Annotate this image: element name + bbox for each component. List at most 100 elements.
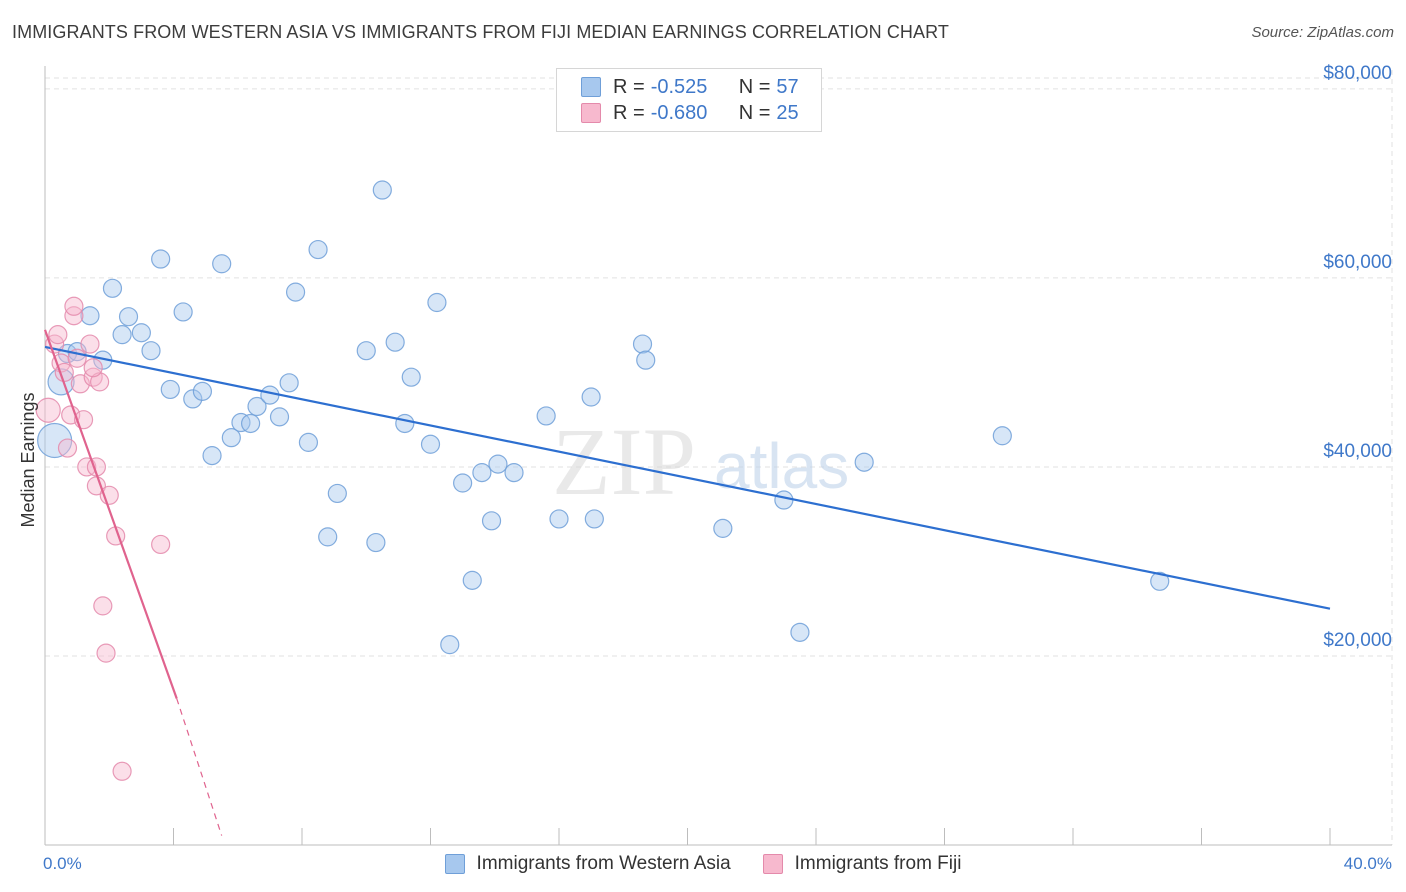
western-asia-point xyxy=(141,341,161,361)
fiji-point xyxy=(80,334,100,354)
western-asia-point xyxy=(247,396,267,417)
western-asia-point xyxy=(581,387,601,407)
stats-row-western-asia: R = -0.525 N = 57 xyxy=(557,74,821,100)
western-asia-point xyxy=(790,622,810,642)
western-asia-point xyxy=(385,332,405,352)
western-asia-point xyxy=(269,407,290,427)
watermark: ZIP atlas xyxy=(552,408,849,515)
western-asia-point xyxy=(183,389,203,409)
stats-swatch-fiji xyxy=(581,103,601,123)
stats-row-fiji: R = -0.680 N = 25 xyxy=(557,100,821,126)
stats-r-label: R = xyxy=(613,101,645,124)
x-tick-label-start: 0.0% xyxy=(43,854,82,873)
western-asia-point xyxy=(102,278,123,298)
fiji-point xyxy=(57,438,78,458)
stats-r-value: -0.525 xyxy=(650,75,708,98)
western-asia-point xyxy=(241,413,261,434)
western-asia-point xyxy=(420,434,441,454)
western-asia-point xyxy=(440,635,460,655)
western-asia-point xyxy=(504,463,524,483)
western-asia-point xyxy=(356,341,376,361)
fiji-point xyxy=(90,372,110,392)
fiji-point xyxy=(151,534,171,555)
y-tick-label: $60,000 xyxy=(1323,252,1392,273)
axes xyxy=(44,66,1392,846)
western-asia-point xyxy=(854,452,874,472)
western-asia-point xyxy=(202,446,222,466)
western-asia-point xyxy=(298,432,319,452)
western-asia-point xyxy=(472,463,492,483)
western-asia-point xyxy=(131,323,151,343)
fiji-trend-line xyxy=(43,329,178,699)
western-asia-point xyxy=(488,454,508,474)
western-asia-point xyxy=(366,532,386,553)
y-tick-label: $40,000 xyxy=(1323,441,1392,462)
watermark-zip: ZIP xyxy=(552,408,696,515)
stats-n-value: 25 xyxy=(776,101,799,124)
western-asia-point xyxy=(231,412,251,433)
western-asia-point xyxy=(151,249,171,269)
western-asia-point xyxy=(713,518,733,538)
western-asia-point xyxy=(536,406,556,426)
stats-n-label: N = xyxy=(738,75,771,98)
legend-swatch-western-asia xyxy=(444,854,465,874)
legend-item-fiji[interactable]: Immigrants from Fiji xyxy=(762,853,962,875)
western-asia-point xyxy=(584,509,604,529)
western-asia-point xyxy=(285,282,306,302)
legend-swatch-fiji xyxy=(762,854,783,874)
western-asia-point xyxy=(462,570,482,590)
legend-label-fiji: Immigrants from Fiji xyxy=(794,853,962,874)
stats-r-label: R = xyxy=(613,75,645,98)
western-asia-point xyxy=(327,483,347,504)
gridlines xyxy=(45,70,1393,845)
western-asia-point xyxy=(481,511,502,531)
fiji-point xyxy=(112,761,132,781)
western-asia-point xyxy=(118,307,139,327)
western-asia-point xyxy=(636,350,656,370)
y-axis-title: Median Earnings xyxy=(18,392,38,527)
stats-r-value: -0.680 xyxy=(650,101,708,124)
stats-n-value: 57 xyxy=(776,75,799,98)
stats-swatch-western-asia xyxy=(581,77,601,97)
stats-box: R = -0.525 N = 57 R = -0.680 N = 25 xyxy=(556,68,822,132)
stats-n-label: N = xyxy=(738,101,771,124)
y-tick-label: $20,000 xyxy=(1323,630,1392,651)
data-points xyxy=(35,180,1170,781)
fiji-point xyxy=(61,405,81,425)
fiji-point xyxy=(96,643,116,663)
western-asia-point xyxy=(318,527,338,547)
western-asia-point xyxy=(453,473,473,493)
western-asia-point xyxy=(401,367,421,387)
trend-lines xyxy=(43,329,1331,836)
western-asia-point xyxy=(308,239,328,260)
legend-item-western-asia[interactable]: Immigrants from Western Asia xyxy=(444,853,731,875)
x-tick-label-end: 40.0% xyxy=(1344,854,1392,873)
western-asia-point xyxy=(221,428,241,448)
western-asia-point xyxy=(212,254,232,274)
western-asia-point xyxy=(1150,571,1170,591)
western-asia-point xyxy=(549,509,569,529)
western-asia-point xyxy=(372,180,392,200)
western-asia-point xyxy=(395,413,415,434)
chart-title: IMMIGRANTS FROM WESTERN ASIA VS IMMIGRAN… xyxy=(12,22,949,42)
legend: Immigrants from Western Asia Immigrants … xyxy=(0,850,1406,878)
western-asia-point xyxy=(80,306,100,326)
western-asia-trend-line xyxy=(44,345,1331,610)
western-asia-point xyxy=(992,426,1012,446)
fiji-point xyxy=(93,596,113,616)
y-tick-label: $80,000 xyxy=(1323,63,1392,84)
fiji-point xyxy=(83,358,103,378)
tick-labels: $20,000 $40,000 $60,000 $80,000 0.0% 40.0% xyxy=(43,63,1392,873)
western-asia-point xyxy=(427,292,447,313)
fiji-point xyxy=(35,397,61,423)
chart-source: Source: ZipAtlas.com xyxy=(1251,24,1394,41)
fiji-point xyxy=(64,296,84,316)
fiji-trend-line-extension xyxy=(176,698,223,836)
watermark-atlas: atlas xyxy=(714,430,849,502)
western-asia-point xyxy=(112,325,132,345)
legend-label-western-asia: Immigrants from Western Asia xyxy=(476,853,731,874)
western-asia-point xyxy=(774,490,794,510)
western-asia-point xyxy=(632,334,653,354)
western-asia-point xyxy=(160,379,180,400)
